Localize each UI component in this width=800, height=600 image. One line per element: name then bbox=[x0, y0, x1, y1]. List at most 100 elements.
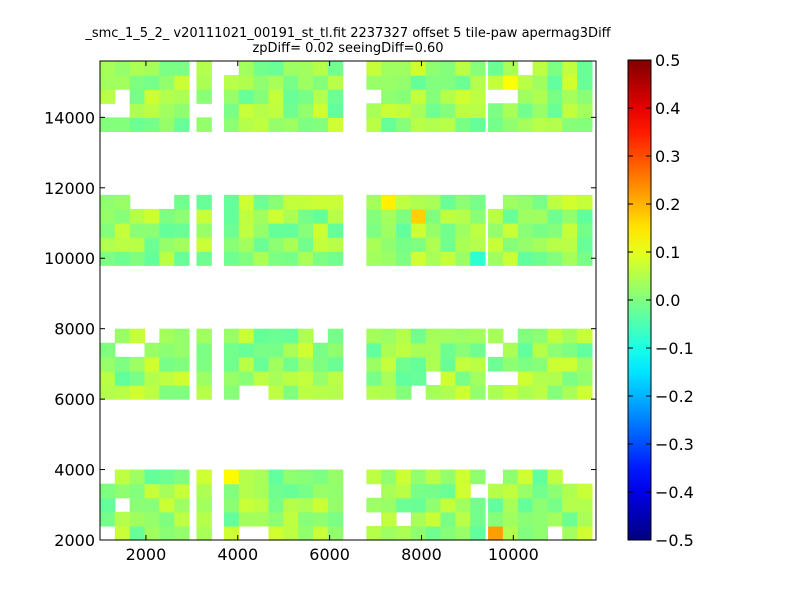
heatmap-cell bbox=[410, 483, 427, 499]
heatmap-cell bbox=[268, 208, 284, 224]
heatmap-cell bbox=[366, 75, 382, 90]
heatmap-cell bbox=[455, 328, 471, 344]
heatmap-cell bbox=[381, 328, 397, 344]
heatmap-cell bbox=[547, 342, 563, 358]
heatmap-cell bbox=[283, 385, 299, 400]
heatmap-cell bbox=[196, 251, 212, 266]
heatmap-cell bbox=[410, 223, 427, 238]
heatmap-cell bbox=[532, 525, 549, 541]
heatmap-cell bbox=[327, 117, 344, 133]
heatmap-cell bbox=[298, 237, 314, 252]
heatmap-cell bbox=[268, 61, 284, 76]
heatmap-cell bbox=[100, 75, 116, 90]
heatmap-cell bbox=[196, 75, 212, 90]
heatmap-cell bbox=[517, 194, 534, 210]
heatmap-cell bbox=[224, 237, 240, 252]
heatmap-cell bbox=[313, 194, 329, 210]
heatmap-cell bbox=[144, 237, 160, 252]
heatmap-cell bbox=[517, 237, 534, 252]
heatmap-cell bbox=[283, 497, 299, 513]
heatmap-cell bbox=[425, 511, 442, 527]
heatmap-cell bbox=[224, 89, 240, 104]
heatmap-cell bbox=[488, 117, 504, 133]
heatmap-cell bbox=[196, 469, 212, 485]
heatmap-cell bbox=[159, 117, 175, 133]
heatmap-cell bbox=[440, 103, 456, 118]
heatmap-cell bbox=[577, 497, 593, 513]
heatmap-cell bbox=[532, 103, 549, 118]
heatmap-cell bbox=[470, 208, 486, 224]
heatmap-cell bbox=[144, 117, 160, 133]
heatmap-cell bbox=[144, 483, 160, 499]
heatmap-cell bbox=[532, 117, 549, 133]
heatmap-cell bbox=[253, 117, 270, 133]
heatmap-cell bbox=[129, 117, 146, 133]
heatmap-cell bbox=[470, 237, 486, 252]
heatmap-cell bbox=[381, 497, 397, 513]
heatmap-cell bbox=[196, 370, 212, 386]
heatmap-cell bbox=[532, 356, 549, 372]
heatmap-cell bbox=[298, 497, 314, 513]
heatmap-cell bbox=[327, 237, 344, 252]
heatmap-cell bbox=[562, 497, 578, 513]
heatmap-cell bbox=[313, 370, 329, 386]
heatmap-cell bbox=[253, 342, 270, 358]
heatmap-cell bbox=[174, 223, 190, 238]
heatmap-cell bbox=[268, 237, 284, 252]
heatmap-cell bbox=[144, 525, 160, 541]
heatmap-cell bbox=[159, 511, 175, 527]
heatmap-cell bbox=[313, 251, 329, 266]
heatmap-cell bbox=[159, 237, 175, 252]
heatmap-cell bbox=[238, 103, 255, 118]
heatmap-cell bbox=[283, 75, 299, 90]
heatmap-cell bbox=[440, 89, 456, 104]
heatmap-cell bbox=[381, 370, 397, 386]
heatmap-cell bbox=[283, 103, 299, 118]
heatmap-cell bbox=[488, 385, 504, 400]
heatmap-cell bbox=[410, 469, 427, 485]
heatmap-cell bbox=[224, 328, 240, 344]
heatmap-cell bbox=[547, 328, 563, 344]
heatmap-cell bbox=[410, 370, 427, 386]
heatmap-cell bbox=[268, 511, 284, 527]
heatmap-cell bbox=[268, 75, 284, 90]
heatmap-cell bbox=[327, 483, 344, 499]
heatmap-cell bbox=[224, 251, 240, 266]
heatmap-cell bbox=[283, 61, 299, 76]
heatmap-cell bbox=[129, 483, 146, 499]
heatmap-cell bbox=[144, 89, 160, 104]
y-tick-label: 10000 bbox=[44, 249, 95, 268]
heatmap-cell bbox=[298, 342, 314, 358]
heatmap-cell bbox=[502, 61, 519, 76]
heatmap-cell bbox=[159, 61, 175, 76]
heatmap-cell bbox=[455, 89, 471, 104]
heatmap-cell bbox=[268, 342, 284, 358]
heatmap-cell bbox=[174, 469, 190, 485]
heatmap-cell bbox=[144, 208, 160, 224]
heatmap-cell bbox=[440, 370, 456, 386]
heatmap-cell bbox=[159, 328, 175, 344]
heatmap-cell bbox=[381, 356, 397, 372]
heatmap-cell bbox=[366, 103, 382, 118]
heatmap-cell bbox=[327, 511, 344, 527]
heatmap-cell bbox=[327, 194, 344, 210]
heatmap-cell bbox=[196, 483, 212, 499]
heatmap-cell bbox=[410, 342, 427, 358]
heatmap-cell bbox=[298, 385, 314, 400]
heatmap-cell bbox=[174, 328, 190, 344]
heatmap-cell bbox=[196, 497, 212, 513]
heatmap-cell bbox=[100, 61, 116, 76]
heatmap-cell bbox=[547, 103, 563, 118]
heatmap-cell bbox=[517, 103, 534, 118]
heatmap-cell bbox=[488, 61, 504, 76]
chart-title-line2: zpDiff= 0.02 seeingDiff=0.60 bbox=[252, 41, 443, 56]
x-axis-ticks: 2000 4000 6000 8000 10000 bbox=[126, 61, 539, 564]
heatmap-cell bbox=[547, 385, 563, 400]
heatmap-cell bbox=[396, 117, 412, 133]
heatmap-cell bbox=[455, 497, 471, 513]
heatmap-cell bbox=[532, 223, 549, 238]
heatmap-cell bbox=[129, 223, 146, 238]
heatmap-cell bbox=[381, 469, 397, 485]
heatmap-cell bbox=[327, 251, 344, 266]
x-tick-label: 4000 bbox=[217, 545, 258, 564]
